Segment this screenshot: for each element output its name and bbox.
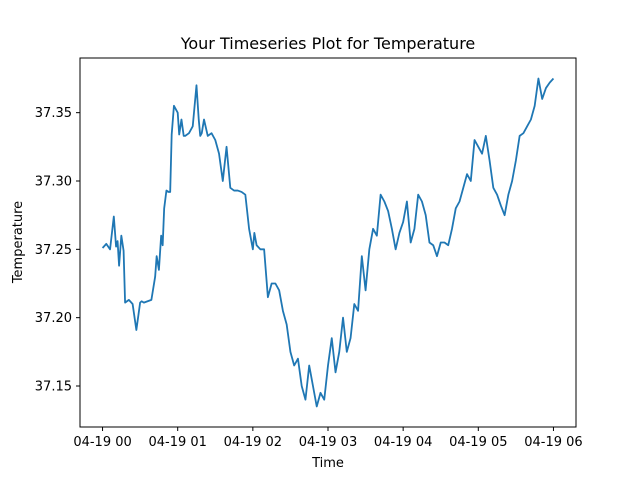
x-tick-label: 04-19 02	[224, 435, 282, 450]
x-tick-label: 04-19 01	[148, 435, 206, 450]
y-tick-label: 37.15	[35, 380, 72, 395]
x-tick-label: 04-19 03	[299, 435, 357, 450]
y-tick-label: 37.20	[35, 311, 72, 326]
x-tick-label: 04-19 06	[524, 435, 582, 450]
x-tick-label: 04-19 00	[73, 435, 131, 450]
y-axis-label: Temperature	[11, 201, 26, 284]
x-tick-label: 04-19 05	[449, 435, 507, 450]
y-tick-label: 37.30	[35, 175, 72, 190]
x-axis-label: Time	[311, 456, 344, 471]
y-tick-label: 37.25	[35, 243, 72, 258]
x-tick-label: 04-19 04	[374, 435, 432, 450]
chart-title: Your Timeseries Plot for Temperature	[180, 34, 476, 53]
temperature-series-line	[101, 77, 555, 408]
y-tick-label: 37.35	[35, 106, 72, 121]
